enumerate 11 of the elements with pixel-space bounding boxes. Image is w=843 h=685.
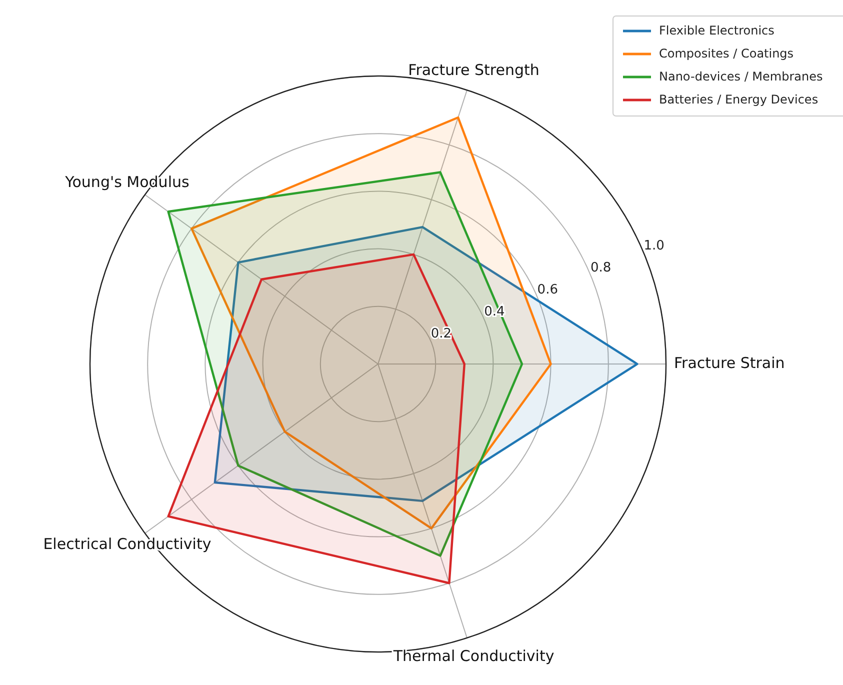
spoke-label: Thermal Conductivity (392, 647, 554, 666)
legend-label: Nano-devices / Membranes (659, 69, 823, 84)
y-tick-label: 1.0 (644, 238, 664, 254)
spoke-label: Fracture Strain (674, 354, 785, 372)
y-tick-label: 0.6 (537, 282, 558, 298)
y-tick-label: 0.8 (590, 260, 612, 276)
y-tick-label: 0.2 (430, 326, 452, 342)
spoke-label: Fracture Strength (408, 61, 540, 80)
legend-label: Composites / Coatings (659, 46, 794, 60)
legend-label: Flexible Electronics (659, 23, 774, 38)
legend-label: Batteries / Energy Devices (659, 92, 818, 106)
